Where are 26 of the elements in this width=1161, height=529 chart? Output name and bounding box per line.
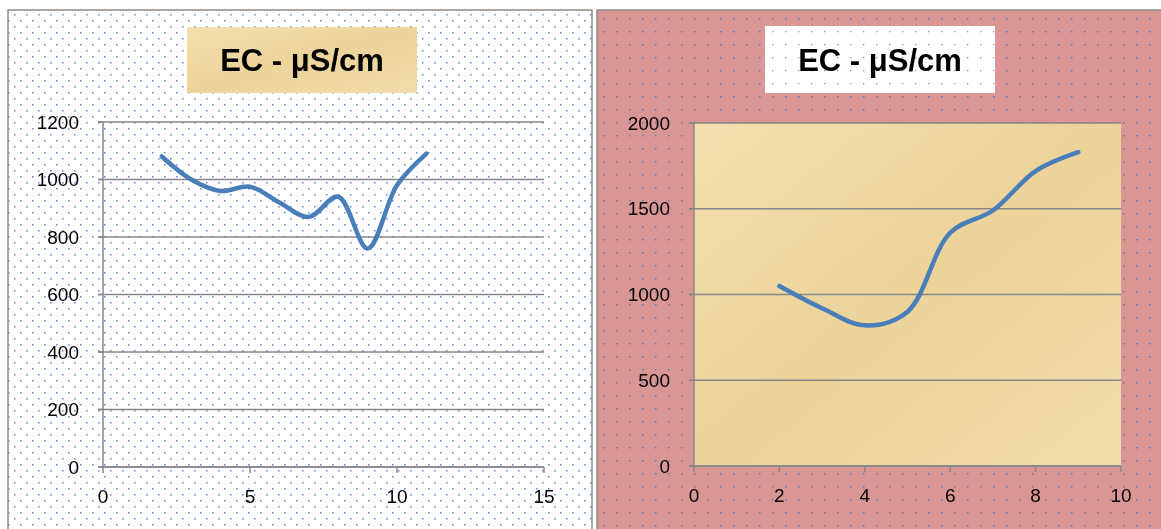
y-tick-label: 2000 (627, 112, 670, 134)
y-tick-label: 1000 (36, 169, 79, 191)
y-tick-label: 600 (47, 284, 79, 306)
y-tick-label: 500 (638, 369, 670, 391)
y-tick-label: 0 (68, 456, 79, 478)
chart-title: EC - μS/cm (220, 43, 384, 78)
y-tick-label: 0 (659, 455, 670, 477)
x-tick-label: 4 (859, 485, 871, 506)
x-tick-label: 2 (774, 485, 785, 506)
x-tick-label: 10 (1110, 485, 1132, 506)
y-tick-label: 400 (47, 341, 79, 363)
line-series (159, 151, 429, 251)
y-tick-label: 1000 (627, 284, 670, 306)
x-tick-label: 8 (1030, 485, 1041, 506)
chart-title: EC - μS/cm (798, 42, 962, 78)
x-tick-label: 15 (533, 486, 555, 507)
x-tick-label: 0 (97, 486, 109, 507)
y-tick-label: 200 (47, 399, 79, 421)
y-tick-label: 800 (47, 226, 79, 248)
y-tick-label: 1200 (36, 111, 79, 133)
line-series (777, 149, 1081, 328)
x-tick-label: 10 (386, 486, 408, 507)
x-tick-label: 5 (244, 486, 256, 507)
x-tick-label: 6 (944, 485, 956, 506)
y-tick-label: 1500 (627, 198, 670, 220)
x-tick-label: 0 (688, 485, 700, 506)
